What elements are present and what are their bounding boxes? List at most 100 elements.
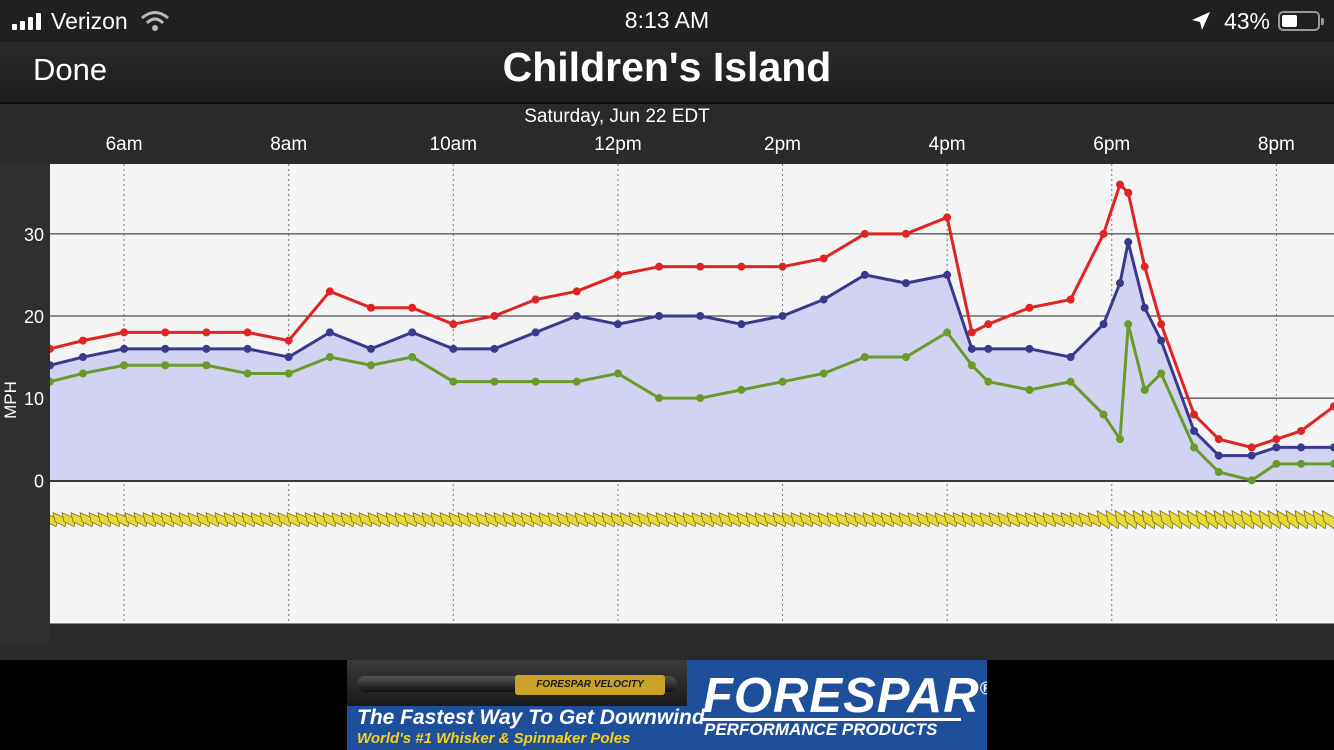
y-tick-label: 30 [24,225,44,245]
series-point [613,270,622,279]
series-point [1124,188,1133,197]
wind-arrow-icon [1258,510,1274,530]
series-point [984,344,993,353]
series-point [202,344,211,353]
battery-percent: 43% [1223,7,1270,34]
series-point [1297,443,1306,452]
series-point [1140,303,1149,312]
series-point [967,361,976,370]
x-tick-label: 8am [270,134,307,155]
carrier-name: Verizon [51,7,128,34]
wind-arrow-icon [1096,510,1112,530]
wind-arrow-icon [1078,512,1094,528]
series-line [50,240,1334,458]
series-point [449,320,458,329]
series-point [408,353,417,362]
wind-chart[interactable]: Saturday, Jun 22 EDT MPH 6am 8am 10am 12pm 2… [0,104,1334,660]
done-button[interactable]: Done [33,52,108,87]
series-point [1214,468,1223,477]
series-point [284,336,293,345]
series-point [50,344,54,353]
wind-arrow-icon [610,512,626,528]
series-point [243,328,252,337]
wind-arrow-icon [97,512,113,528]
wind-arrow-icon [1114,510,1130,530]
wind-arrow-icon [1033,512,1049,528]
page-title: Children's Island [502,44,832,90]
wind-arrow-icon [1042,512,1058,528]
series-point [1025,344,1034,353]
wind-arrow-icon [61,512,77,528]
series-point [1116,180,1124,189]
wind-arrow-icon [556,512,572,528]
wind-arrow-icon [376,512,392,528]
wind-arrow-icon [1069,512,1085,528]
wind-arrow-icon [493,512,509,528]
wind-arrow-icon [430,512,446,528]
wind-arrow-icon [655,512,671,528]
series-point [1066,295,1075,304]
series-point [449,344,458,353]
wind-arrow-icon [1015,512,1031,528]
wind-arrow-icon [907,512,923,528]
wind-arrow-icon [853,512,869,528]
series-point [78,336,87,345]
series-point [1190,410,1199,419]
wind-arrow-icon [277,512,293,528]
wind-arrow-icon [547,512,563,528]
wind-arrow-icon [1168,510,1184,530]
wind-arrow-icon [313,512,329,528]
wind-arrow-icon [718,512,734,528]
wind-arrow-icon [538,512,554,528]
wind-arrow-icon [1051,512,1067,528]
wind-arrow-icon [574,512,590,528]
series-point [367,361,375,370]
series-point [408,328,417,337]
wind-arrow-icon [925,512,941,528]
series-point [243,344,252,353]
series-point [1247,476,1256,485]
wind-arrow-icon [934,512,950,528]
series-point [737,385,746,394]
wind-arrow-icon [835,512,851,528]
wind-arrow-icon [970,512,986,528]
wind-arrow-icon [709,512,725,528]
wind-arrow-icon [826,512,842,528]
brand-logo: FORESPAR® [703,668,987,724]
series-point [967,328,976,337]
wind-arrow-icon [160,512,176,528]
wind-arrow-icon [583,512,599,528]
series-point [819,295,828,304]
x-tick-label: 6am [106,134,143,155]
wind-arrow-icon [241,512,257,528]
series-point [1124,320,1133,329]
status-bar: Verizon 8:13 AM 43% [0,0,1334,42]
series-point [120,328,129,337]
carrier-info: Verizon [12,7,170,35]
series-point [78,369,87,378]
series-point [1124,238,1133,247]
wind-chart-area[interactable]: Saturday, Jun 22 EDT MPH 6am 8am 10am 12pm 2… [0,104,1334,660]
wind-arrow-icon [403,512,419,528]
battery-info: 43% [1190,7,1324,35]
wind-arrow-icon [529,512,545,528]
forespar-ad-banner[interactable]: FORESPAR VELOCITY The Fastest Way To Get… [347,660,987,750]
wind-arrow-icon [1267,510,1283,530]
nav-divider [0,102,1334,104]
series-point [408,303,417,312]
series-point [902,353,910,362]
wind-arrow-icon [259,512,275,528]
series-point [696,394,705,403]
series-group [50,238,1334,460]
series-point [902,279,910,288]
ad-tagline: The Fastest Way To Get Downwind [357,706,705,729]
wind-arrow-icon [205,512,221,528]
wind-arrow-icon [286,512,302,528]
wind-arrow-icon [223,512,239,528]
wind-arrow-icon [385,512,401,528]
series-point [737,320,746,329]
wind-arrow-icon [331,512,347,528]
wind-arrow-icon [1285,510,1301,530]
series-point [78,353,87,362]
wind-arrow-icon [466,512,482,528]
